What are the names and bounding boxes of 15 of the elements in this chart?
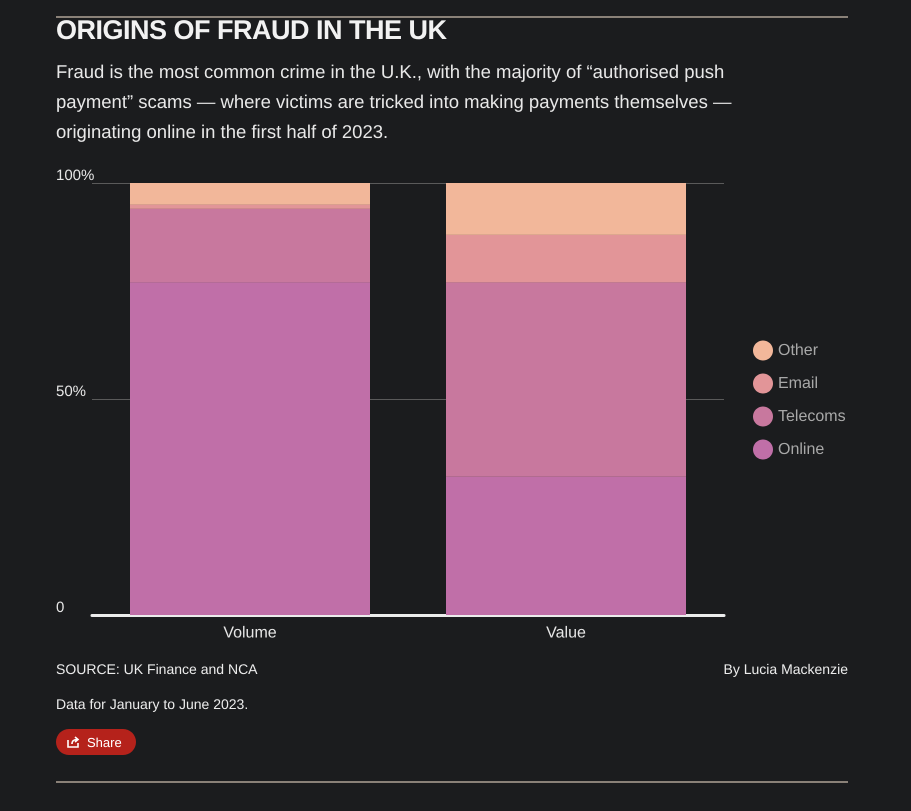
source-note: SOURCE: UK Finance and NCA [56, 661, 258, 677]
legend-label: Telecoms [778, 408, 846, 425]
share-button: Share [56, 729, 136, 755]
x-tick-label: Volume [223, 624, 277, 642]
x-tick-label: Value [546, 624, 586, 642]
legend-label: Online [778, 441, 824, 458]
legend-label: Email [778, 375, 818, 392]
chart-title: ORIGINS OF FRAUD IN THE UK [56, 15, 446, 46]
legend-label: Other [778, 342, 819, 359]
y-tick-label: 0 [56, 599, 64, 616]
y-tick-label: 50% [56, 383, 86, 400]
text: By Lucia Mackenzie [723, 661, 848, 677]
chart-subtitle: Fraud is the most common crime in the U.K., with the majority of “authorised push payment” scams — where victims are tricked into making payments themselves — originating online in the first half of 2023. [56, 60, 732, 144]
text: Data for January to June 2023. [56, 696, 248, 712]
y-tick-label: 100% [56, 167, 94, 184]
